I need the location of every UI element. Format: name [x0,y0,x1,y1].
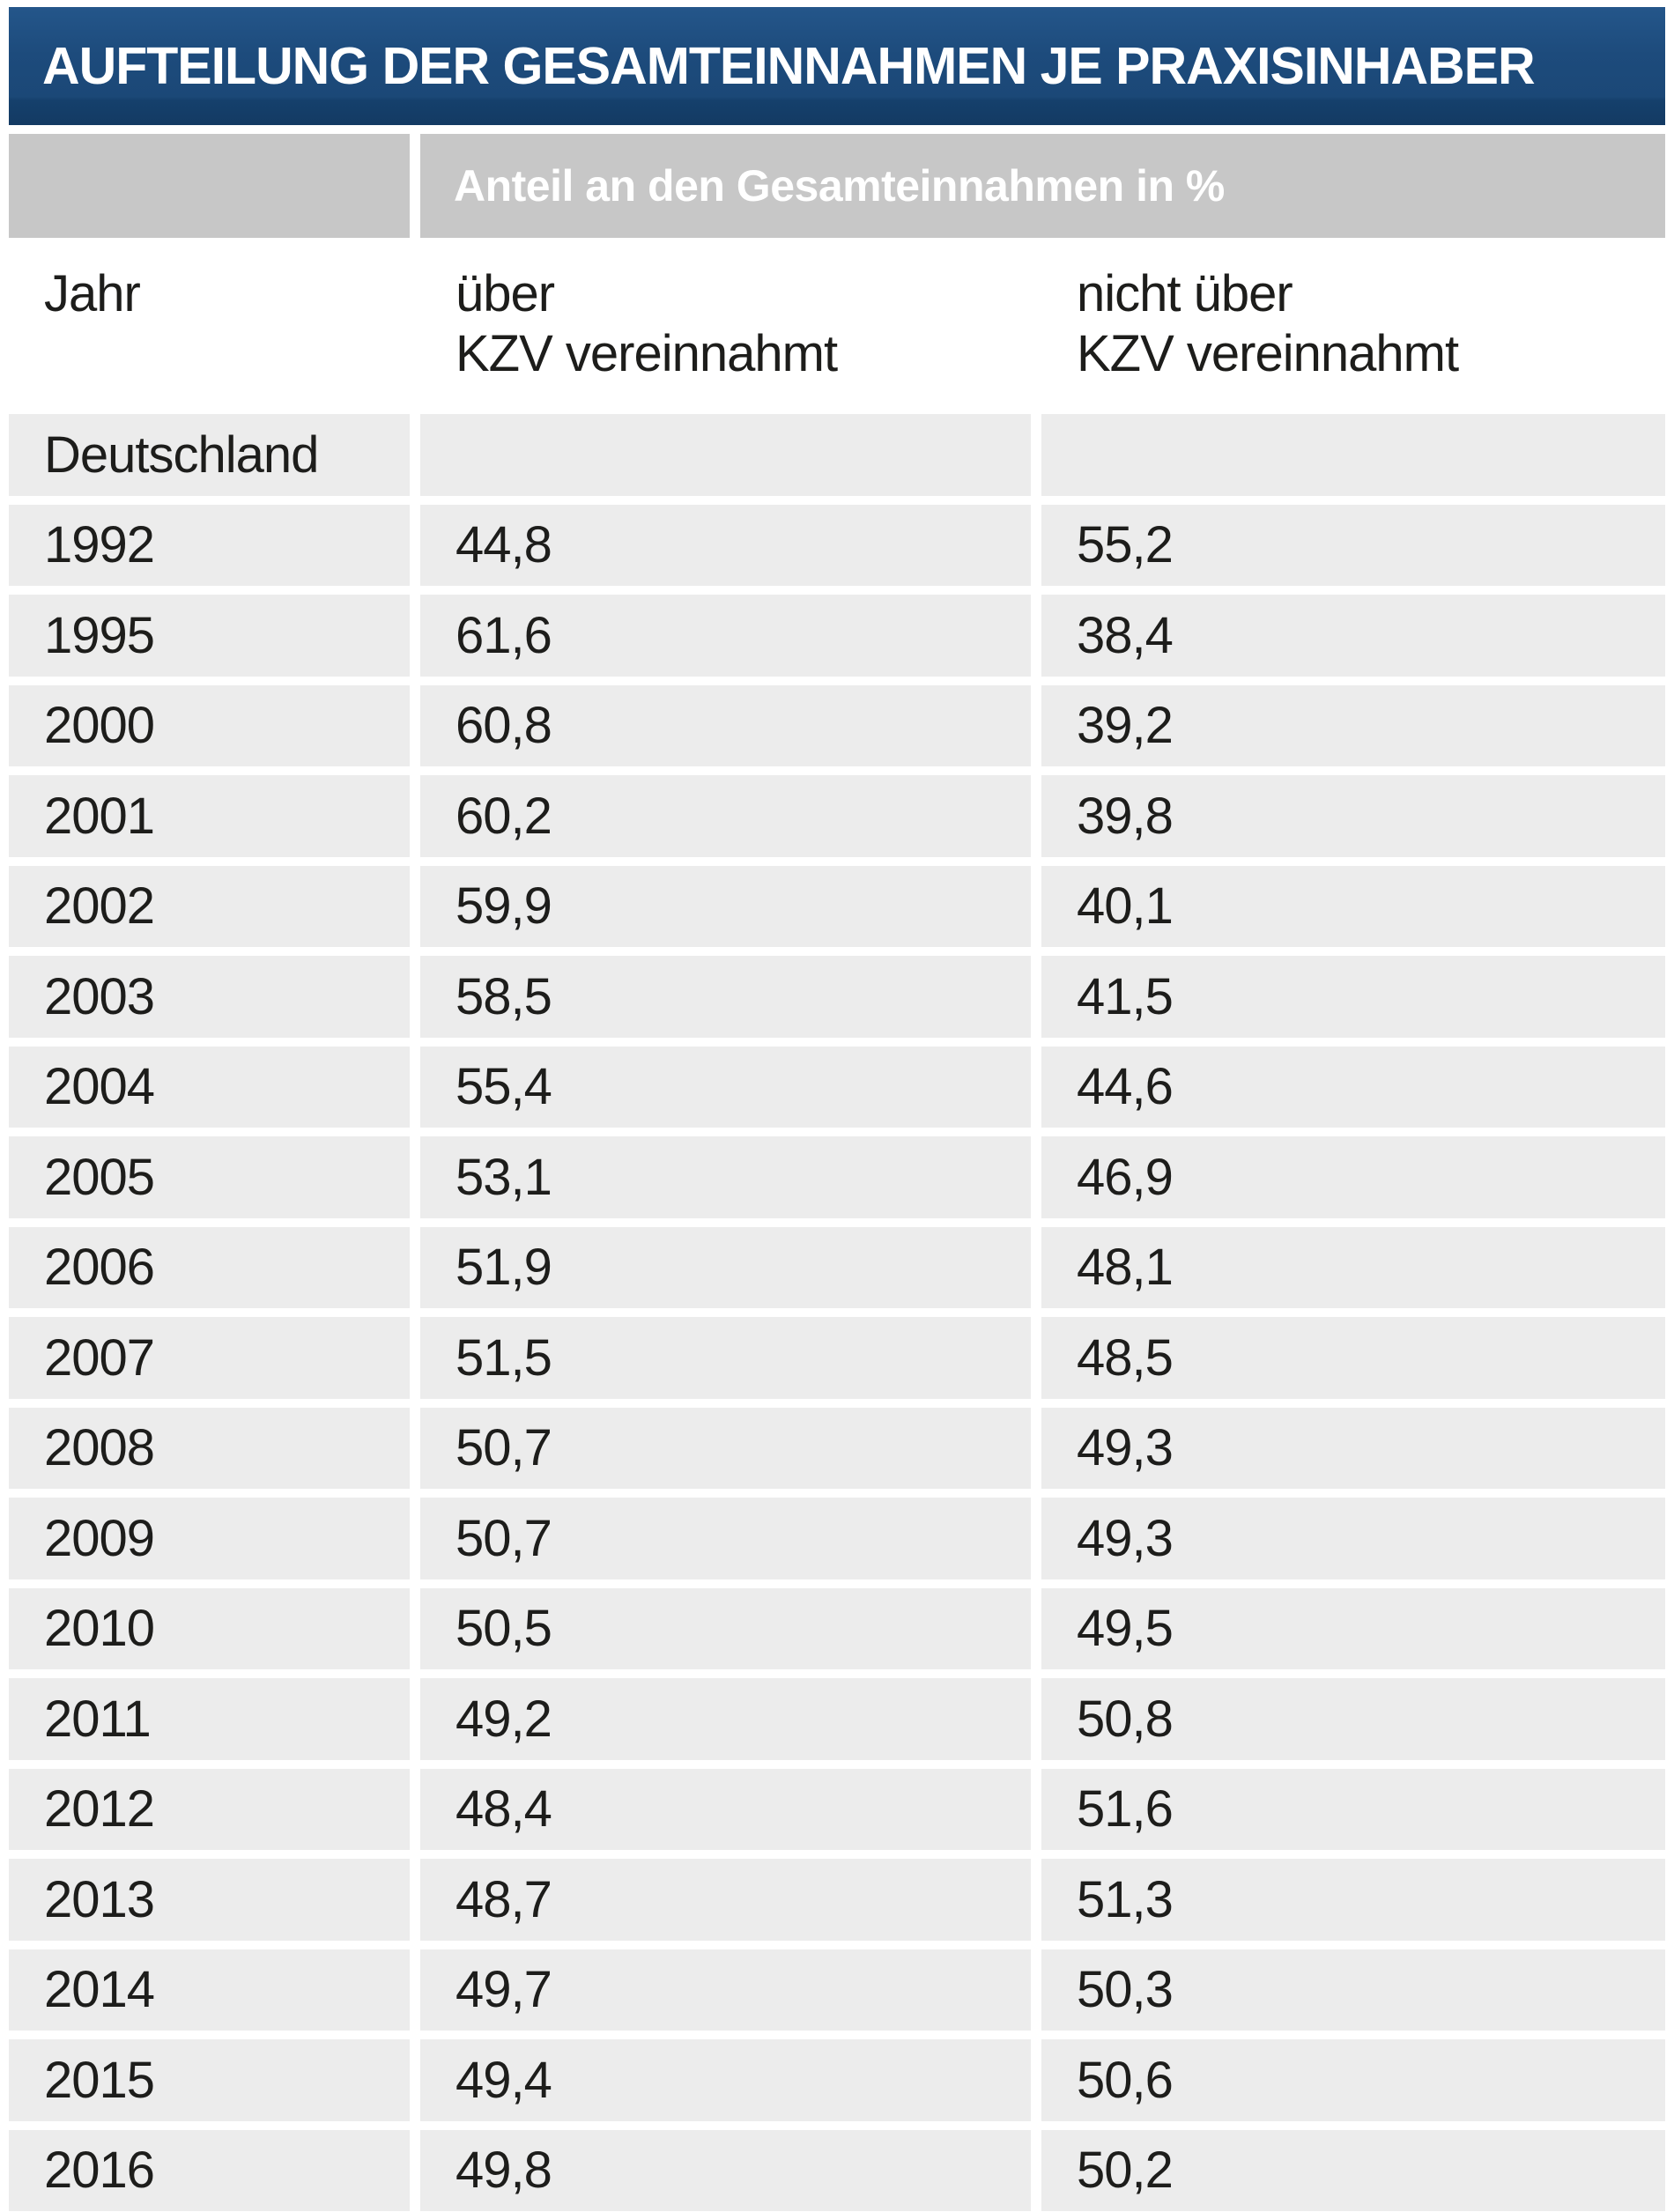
year-cell: 2007 [9,1317,410,1399]
year-cell: 2011 [9,1678,410,1760]
value-cell: 51,9 [420,1226,1031,1308]
value-cell: 40,1 [1041,865,1665,947]
value-cell: 48,1 [1041,1226,1665,1308]
title-bar: AUFTEILUNG DER GESAMTEINNAHMEN JE PRAXIS… [9,7,1665,125]
value-cell: 50,5 [420,1587,1031,1669]
value-cell: 51,3 [1041,1859,1665,1941]
year-cell: 2009 [9,1498,410,1579]
year-cell: 1995 [9,595,410,677]
year-cell: 2013 [9,1859,410,1941]
value-cell: 39,8 [1041,775,1665,857]
value-cell: 53,1 [420,1136,1031,1218]
region-cell: Deutschland [9,414,410,496]
value-cell: 41,5 [1041,956,1665,1038]
value-cell: 38,4 [1041,595,1665,677]
year-cell: 2012 [9,1768,410,1850]
value-cell: 49,4 [420,2039,1031,2121]
value-cell: 50,7 [420,1407,1031,1489]
year-cell: 2008 [9,1407,410,1489]
page-title: AUFTEILUNG DER GESAMTEINNAHMEN JE PRAXIS… [42,37,1536,95]
value-cell: 48,5 [1041,1317,1665,1399]
value-cell: 49,3 [1041,1498,1665,1579]
value-cell: 44,6 [1041,1046,1665,1128]
value-cell: 46,9 [1041,1136,1665,1218]
value-cell: 61,6 [420,595,1031,677]
value-cell: 50,2 [1041,2129,1665,2211]
value-cell: 48,7 [420,1859,1031,1941]
value-cell: 50,6 [1041,2039,1665,2121]
year-cell: 2010 [9,1587,410,1669]
value-cell: 49,2 [420,1678,1031,1760]
year-cell: 2000 [9,684,410,766]
value-cell: 58,5 [420,956,1031,1038]
year-cell: 1992 [9,504,410,586]
year-cell: 2014 [9,1949,410,2031]
value-cell: 49,7 [420,1949,1031,2031]
table-body: Deutschland 1992 44,8 55,2 1995 61,6 38,4 2000 6… [9,414,1665,2211]
year-cell: 2002 [9,865,410,947]
year-cell: 2004 [9,1046,410,1128]
value-cell: 50,8 [1041,1678,1665,1760]
value-cell: 55,2 [1041,504,1665,586]
year-cell: 2005 [9,1136,410,1218]
value-cell: 50,7 [420,1498,1031,1579]
value-cell: 48,4 [420,1768,1031,1850]
value-cell: 39,2 [1041,684,1665,766]
column-header-nicht-ueber-kzv: nicht über KZV vereinnahmt [1077,265,1459,382]
value-cell: 59,9 [420,865,1031,947]
value-cell: 51,6 [1041,1768,1665,1850]
year-cell: 2016 [9,2129,410,2211]
band-header-row: Anteil an den Gesamteinnahmen in % [9,134,1665,238]
year-cell: 2006 [9,1226,410,1308]
value-cell: 60,8 [420,684,1031,766]
value-cell [420,414,1031,496]
value-cell: 49,5 [1041,1587,1665,1669]
value-cell: 60,2 [420,775,1031,857]
value-cell: 50,3 [1041,1949,1665,2031]
band-spacer-cell [9,134,410,238]
value-cell: 49,8 [420,2129,1031,2211]
column-header-ueber-kzv: über KZV vereinnahmt [456,265,838,382]
column-header-row: Jahr über KZV vereinnahmt nicht über KZV… [9,238,1665,414]
band-header-label: Anteil an den Gesamteinnahmen in % [420,134,1665,238]
value-cell: 51,5 [420,1317,1031,1399]
value-cell: 49,3 [1041,1407,1665,1489]
year-cell: 2001 [9,775,410,857]
value-cell: 44,8 [420,504,1031,586]
year-cell: 2015 [9,2039,410,2121]
value-cell: 55,4 [420,1046,1031,1128]
value-cell [1041,414,1665,496]
year-cell: 2003 [9,956,410,1038]
column-header-jahr: Jahr [44,265,141,322]
